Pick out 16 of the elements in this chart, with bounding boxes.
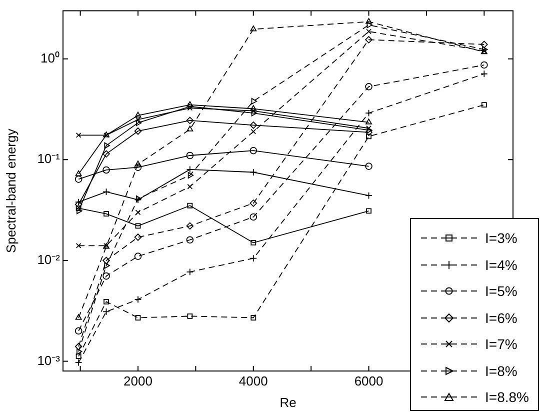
- legend-label: I=3%: [485, 230, 518, 246]
- x-tick-label: 2000: [124, 373, 152, 388]
- legend-label: I=7%: [485, 336, 518, 352]
- x-tick-label: 4000: [238, 373, 268, 388]
- y-axis-title: Spectral-band energy: [3, 128, 18, 254]
- legend-label: I=8.8%: [485, 389, 529, 406]
- y-tick-label: 10⁰: [40, 50, 60, 66]
- x-tick-label: 6000: [354, 373, 384, 388]
- y-tick-label: 10⁻³: [37, 352, 61, 368]
- y-tick-label: 10⁻²: [37, 252, 61, 268]
- x-axis-title: Re: [280, 394, 296, 410]
- legend-label: I=8%: [485, 362, 518, 379]
- y-tick-label: 10⁻¹: [37, 151, 61, 166]
- legend-label: I=6%: [485, 310, 518, 326]
- legend-label: I=4%: [485, 256, 518, 273]
- legend-label: I=5%: [485, 283, 518, 300]
